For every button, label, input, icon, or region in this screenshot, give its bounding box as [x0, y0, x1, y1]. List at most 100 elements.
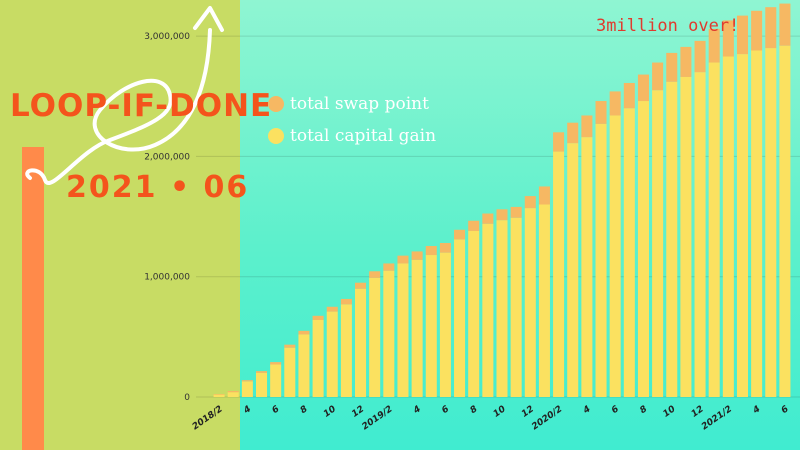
x-tick-label: 4: [411, 404, 423, 416]
bar-capital-gain: [595, 123, 607, 397]
bar-swap-point: [270, 362, 282, 365]
bar-swap-point: [553, 132, 565, 152]
bar-capital-gain: [765, 48, 777, 397]
bar-capital-gain: [411, 259, 423, 397]
x-tick-label: 4: [581, 404, 593, 416]
bar-capital-gain: [751, 50, 763, 397]
bar-swap-point: [637, 74, 649, 102]
legend-item-capital: total capital gain: [268, 120, 436, 152]
x-tick-label: 6: [271, 404, 282, 416]
bar-capital-gain: [482, 223, 494, 397]
bar-capital-gain: [736, 54, 749, 397]
bar-capital-gain: [454, 239, 466, 397]
bar-swap-point: [454, 229, 466, 240]
bar-swap-point: [736, 15, 749, 55]
bar-capital-gain: [637, 101, 649, 397]
bar-capital-gain: [680, 76, 692, 397]
x-tick-label: 6: [780, 404, 791, 416]
bar-swap-point: [609, 91, 621, 116]
bars: [213, 3, 791, 397]
bar-swap-point: [524, 196, 536, 209]
bar-swap-point: [623, 82, 635, 109]
bar-swap-point: [213, 393, 225, 395]
bar-capital-gain: [284, 347, 296, 397]
bar-capital-gain: [779, 45, 791, 397]
chart-annotation: 3million over!: [596, 16, 740, 36]
bar-swap-point: [652, 62, 664, 91]
bar-capital-gain: [524, 208, 536, 397]
brand-date: 2021 • 06: [66, 170, 250, 205]
x-tick-label: 8: [638, 404, 649, 416]
bar-swap-point: [751, 10, 763, 51]
bar-capital-gain: [369, 277, 381, 397]
bar-swap-point: [326, 306, 338, 312]
bar-swap-point: [369, 271, 381, 278]
bar-capital-gain: [666, 81, 678, 397]
x-tick-label: 8: [299, 404, 310, 416]
bar-capital-gain: [213, 394, 225, 397]
y-tick-label: 2,000,000: [144, 152, 190, 162]
bar-swap-point: [355, 282, 367, 289]
x-tick-label: 6: [610, 404, 621, 416]
y-tick-label: 1,000,000: [144, 273, 190, 283]
bar-swap-point: [496, 209, 508, 221]
bar-swap-point: [708, 28, 720, 63]
bar-capital-gain: [538, 204, 550, 397]
legend-label-swap: total swap point: [290, 94, 429, 114]
legend-label-capital: total capital gain: [290, 126, 437, 146]
x-tick-label: 4: [751, 404, 763, 416]
bar-capital-gain: [425, 255, 437, 397]
bar-swap-point: [567, 122, 579, 144]
bar-capital-gain: [623, 108, 635, 397]
bar-capital-gain: [397, 263, 409, 397]
bar-swap-point: [340, 298, 352, 305]
bar-swap-point: [694, 40, 706, 73]
bar-capital-gain: [708, 62, 720, 397]
bar-swap-point: [425, 246, 437, 256]
bar-swap-point: [255, 371, 268, 373]
bar-swap-point: [284, 344, 296, 348]
bar-swap-point: [397, 255, 409, 264]
bar-swap-point: [439, 243, 451, 253]
legend-swatch-capital: [268, 128, 284, 144]
bar-capital-gain: [553, 151, 565, 397]
bar-capital-gain: [255, 372, 268, 397]
y-tick-label: 0: [184, 393, 190, 403]
bar-swap-point: [538, 186, 550, 205]
bar-swap-point: [680, 46, 692, 77]
chart-legend: total swap point total capital gain: [268, 88, 436, 152]
bar-capital-gain: [383, 270, 395, 397]
x-tick-label: 8: [469, 404, 480, 416]
bar-swap-point: [411, 251, 423, 260]
legend-item-swap: total swap point: [268, 88, 436, 120]
bar-capital-gain: [510, 217, 522, 397]
x-tick-label: 4: [241, 404, 253, 416]
bar-capital-gain: [581, 137, 593, 397]
y-tick-label: 3,000,000: [144, 32, 190, 42]
bar-capital-gain: [468, 230, 480, 397]
bar-capital-gain: [312, 320, 324, 397]
bar-swap-point: [241, 380, 253, 382]
brand-title: LOOP-IF-DONE: [10, 88, 273, 124]
bar-swap-point: [482, 213, 494, 224]
bar-swap-point: [595, 101, 607, 124]
legend-swatch-swap: [268, 96, 284, 112]
bar-capital-gain: [722, 56, 734, 397]
bar-swap-point: [227, 390, 239, 393]
bar-capital-gain: [496, 220, 508, 397]
bar-swap-point: [722, 20, 734, 57]
bar-capital-gain: [439, 252, 451, 397]
bar-capital-gain: [609, 115, 621, 397]
bar-capital-gain: [241, 381, 253, 397]
bar-swap-point: [581, 115, 593, 138]
y-axis-ticks: 0 1,000,000 2,000,000 3,000,000: [144, 32, 190, 403]
bar-swap-point: [312, 315, 324, 320]
bar-capital-gain: [270, 364, 282, 397]
bar-capital-gain: [694, 72, 706, 397]
bar-capital-gain: [567, 143, 579, 397]
bar-swap-point: [383, 263, 395, 271]
decorative-orange-bar: [22, 147, 44, 450]
bar-capital-gain: [298, 334, 310, 397]
bar-capital-gain: [355, 288, 367, 397]
